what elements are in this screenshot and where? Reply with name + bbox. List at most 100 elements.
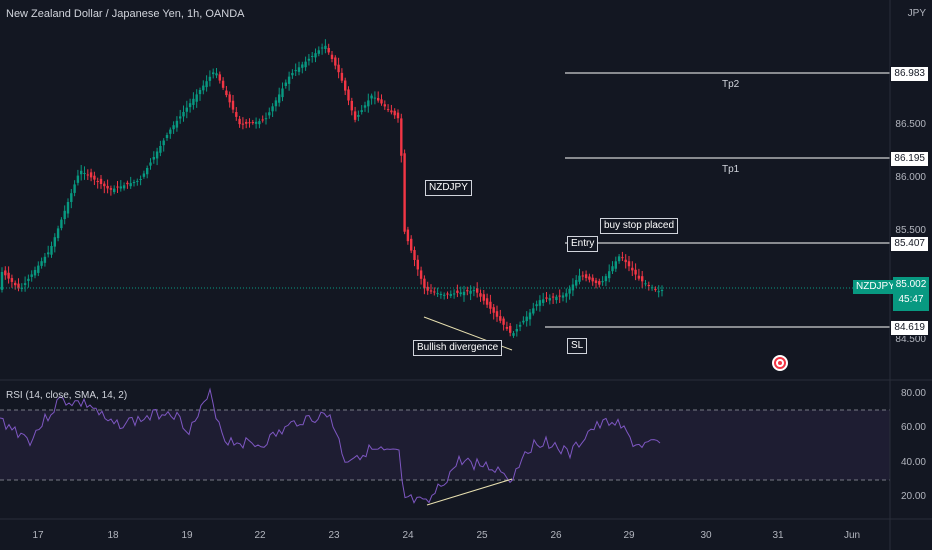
candle-body: [518, 324, 522, 327]
candle-body: [505, 326, 509, 329]
candle-body: [294, 70, 297, 72]
candle-body: [268, 112, 271, 116]
candle-body: [14, 282, 17, 286]
candle-body: [330, 54, 334, 59]
currency-label: JPY: [907, 8, 926, 19]
candle-body: [466, 290, 469, 292]
rsi-tick: 20.00: [900, 491, 926, 502]
candle-body: [591, 277, 594, 282]
candle-body: [37, 265, 40, 273]
candle-body: [106, 185, 109, 189]
candle-body: [575, 280, 578, 286]
rsi-divergence-line[interactable]: [426, 478, 513, 506]
candle-body: [545, 297, 548, 299]
current-price-badge: 85.002 45:47: [893, 277, 929, 311]
candle-body: [357, 115, 360, 117]
candle-body: [7, 272, 10, 279]
candle-body: [43, 256, 47, 263]
candle-body: [353, 111, 357, 120]
candle-body: [515, 329, 518, 332]
candle-body: [172, 125, 175, 130]
candle-body: [281, 88, 284, 98]
candle-body: [393, 110, 396, 116]
candle-body: [192, 98, 195, 105]
candle-body: [218, 74, 221, 81]
candle-body: [637, 275, 641, 279]
candle-body: [571, 284, 575, 291]
candle-body: [449, 294, 452, 296]
sl-label[interactable]: SL: [567, 338, 588, 354]
date-tick: 25: [476, 530, 488, 541]
candle-body: [601, 281, 604, 283]
candle-body: [489, 301, 492, 309]
candle-body: [456, 290, 459, 293]
tp2-label[interactable]: Tp2: [722, 79, 740, 90]
candle-body: [258, 121, 261, 125]
candle-body: [317, 50, 320, 54]
candle-body: [129, 183, 132, 187]
divergence-label[interactable]: Bullish divergence: [413, 340, 503, 356]
candle-body: [624, 259, 627, 263]
candle-body: [188, 103, 192, 108]
candle-body: [53, 237, 56, 247]
candle-body: [146, 168, 149, 175]
candle-body: [76, 175, 80, 183]
candle-body: [103, 183, 106, 187]
candle-body: [462, 291, 466, 296]
candle-body: [179, 116, 182, 119]
candle-body: [555, 296, 558, 301]
candle-body: [175, 120, 179, 128]
candle-body: [334, 57, 337, 66]
candle-body: [271, 106, 274, 112]
candle-body: [509, 325, 512, 333]
candle-body: [235, 112, 238, 117]
candle-body: [370, 95, 373, 99]
candle-body: [198, 90, 202, 95]
rsi-legend[interactable]: RSI (14, close, SMA, 14, 2): [6, 390, 128, 401]
candle-body: [142, 173, 146, 177]
candle-body: [419, 270, 423, 279]
candle-body: [350, 100, 353, 111]
candle-body: [561, 295, 565, 298]
candle-body: [73, 184, 76, 193]
rsi-band: [0, 410, 890, 480]
candle-body: [251, 122, 254, 124]
candle-body: [413, 250, 416, 260]
candle-body: [542, 299, 545, 303]
candle-body: [565, 293, 568, 297]
rsi-tick: 40.00: [900, 457, 926, 468]
candle-body: [598, 281, 601, 285]
candle-body: [584, 274, 588, 279]
entry-price-tag: 85.407: [890, 236, 929, 252]
candle-body: [50, 246, 53, 255]
candle-body: [617, 256, 621, 262]
bar-countdown: 45:47: [898, 294, 924, 305]
candle-body: [400, 118, 403, 156]
candle-body: [502, 318, 505, 325]
symbol-annotation[interactable]: NZDJPY: [425, 180, 472, 196]
candle-body: [495, 311, 499, 317]
price-tick: 84.500: [895, 334, 926, 345]
candle-body: [650, 287, 654, 289]
candle-body: [278, 94, 281, 103]
candle-body: [373, 97, 377, 99]
candle-body: [23, 283, 27, 285]
candle-body: [10, 278, 14, 282]
candle-body: [492, 307, 495, 313]
candle-body: [307, 58, 311, 61]
price-tick: 86.500: [895, 119, 926, 130]
candle-body: [228, 94, 231, 103]
date-tick: 24: [402, 530, 414, 541]
candle-body: [479, 293, 482, 297]
entry-label[interactable]: Entry: [567, 236, 599, 252]
candle-body: [344, 80, 347, 91]
candle-body: [169, 129, 172, 134]
candle-body: [396, 112, 400, 119]
tp1-label[interactable]: Tp1: [722, 164, 740, 175]
candle-body: [581, 275, 584, 277]
candle-body: [499, 316, 502, 321]
date-tick: 26: [550, 530, 562, 541]
candle-body: [588, 276, 591, 280]
buy-stop-label[interactable]: buy stop placed: [600, 218, 679, 234]
